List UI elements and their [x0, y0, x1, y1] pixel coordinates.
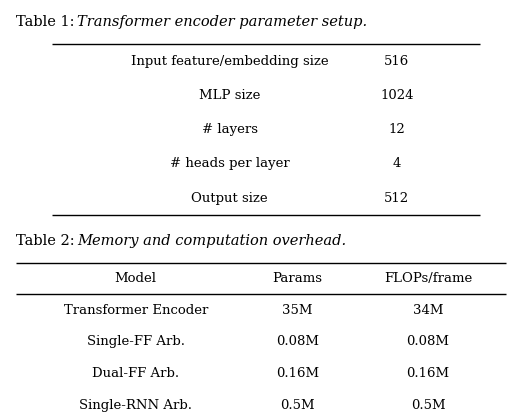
- Text: Params: Params: [272, 272, 323, 285]
- Text: 0.08M: 0.08M: [276, 335, 319, 349]
- Text: Single-FF Arb.: Single-FF Arb.: [87, 335, 185, 349]
- Text: 0.16M: 0.16M: [407, 367, 449, 380]
- Text: 0.08M: 0.08M: [407, 335, 449, 349]
- Text: Memory and computation overhead.: Memory and computation overhead.: [77, 234, 346, 248]
- Text: Dual-FF Arb.: Dual-FF Arb.: [92, 367, 179, 380]
- Text: Input feature/embedding size: Input feature/embedding size: [131, 54, 328, 68]
- Text: # heads per layer: # heads per layer: [170, 157, 290, 171]
- Text: 1024: 1024: [380, 89, 413, 102]
- Text: 35M: 35M: [282, 303, 313, 317]
- Text: Table 2:: Table 2:: [16, 234, 79, 248]
- Text: 516: 516: [384, 54, 409, 68]
- Text: Transformer Encoder: Transformer Encoder: [64, 303, 208, 317]
- Text: 0.5M: 0.5M: [280, 399, 315, 412]
- Text: FLOPs/frame: FLOPs/frame: [384, 272, 472, 285]
- Text: MLP size: MLP size: [199, 89, 260, 102]
- Text: 0.5M: 0.5M: [411, 399, 445, 412]
- Text: Single-RNN Arb.: Single-RNN Arb.: [79, 399, 192, 412]
- Text: Model: Model: [115, 272, 157, 285]
- Text: # layers: # layers: [201, 123, 258, 136]
- Text: Transformer encoder parameter setup.: Transformer encoder parameter setup.: [77, 15, 367, 28]
- Text: Table 1:: Table 1:: [16, 15, 79, 28]
- Text: 0.16M: 0.16M: [276, 367, 319, 380]
- Text: 12: 12: [388, 123, 405, 136]
- Text: Output size: Output size: [192, 191, 268, 205]
- Text: 34M: 34M: [413, 303, 443, 317]
- Text: 512: 512: [384, 191, 409, 205]
- Text: 4: 4: [393, 157, 401, 171]
